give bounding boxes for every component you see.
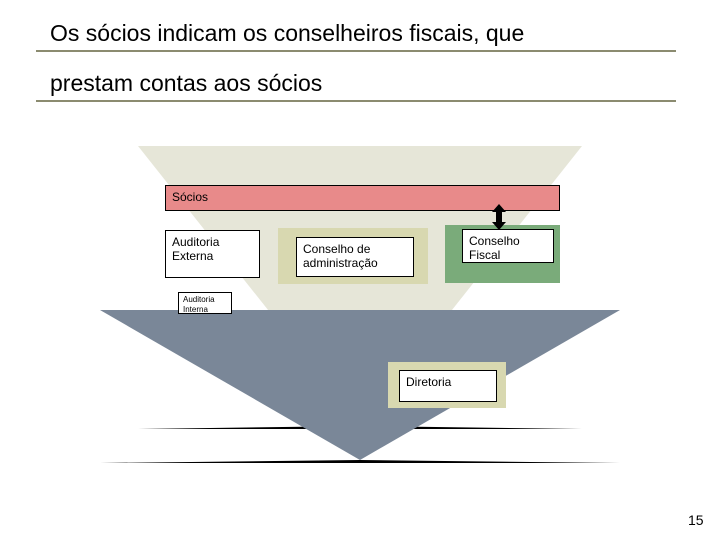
box-conselho-administracao: Conselho de administração [296,237,414,277]
box-diretoria: Diretoria [399,370,497,402]
title-line-2: prestam contas aos sócios [50,70,322,98]
box-auditoria-externa: Auditoria Externa [165,230,260,278]
double-arrow-icon [492,204,506,230]
title-line-1: Os sócios indicam os conselheiros fiscai… [50,20,524,48]
slide: { "title": { "line1": "Os sócios indicam… [0,0,720,540]
title-rule-bottom [36,100,676,102]
triangle-dark [100,310,620,463]
box-conselho-fiscal: Conselho Fiscal [462,229,554,263]
page-number: 15 [688,512,704,528]
box-auditoria-interna: Auditoria Interna [178,292,232,314]
title-rule-top [36,50,676,52]
